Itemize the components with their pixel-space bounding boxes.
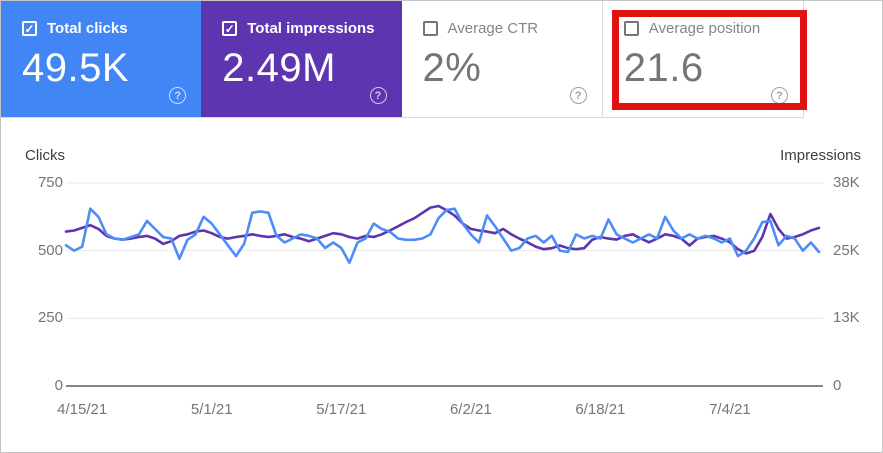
left-axis-tick-label: 500 (37, 241, 63, 259)
card-label: Total clicks (47, 20, 128, 37)
card-header: Average position (623, 20, 803, 37)
checkbox-average-ctr[interactable] (422, 21, 438, 36)
checkbox-average-position[interactable] (623, 21, 639, 36)
metric-card-average-position[interactable]: Average position 21.6 ? (601, 1, 803, 117)
help-icon[interactable]: ? (369, 87, 387, 104)
x-axis-date-label: 6/2/21 (449, 401, 492, 418)
x-axis-date-label: 6/18/21 (575, 401, 626, 418)
impressions-line (64, 204, 821, 255)
average-position-value: 21.6 (623, 46, 704, 90)
checkbox-total-clicks[interactable]: ✓ (22, 21, 37, 36)
card-header: Average CTR (422, 20, 602, 37)
right-axis-tick-label: 25K (833, 241, 860, 259)
performance-chart-area: Clicks Impressions 0 0 250 13K 500 25K 750 38K 4… (1, 118, 882, 452)
help-icon[interactable]: ? (569, 87, 587, 104)
metric-cards-row: ✓ Total clicks 49.5K ? ✓ Total impressio… (1, 1, 804, 118)
x-axis-date-label: 4/15/21 (57, 401, 108, 418)
metric-card-total-clicks[interactable]: ✓ Total clicks 49.5K ? (1, 1, 202, 117)
x-axis-date-label: 7/4/21 (709, 401, 751, 418)
card-label: Average position (648, 20, 761, 37)
left-axis-tick-label: 750 (37, 174, 63, 191)
metric-card-total-impressions[interactable]: ✓ Total impressions 2.49M ? (201, 1, 402, 117)
x-axis-date-label: 5/1/21 (190, 401, 233, 418)
clicks-line (64, 207, 821, 265)
left-axis-tick-label: 0 (54, 377, 63, 394)
average-ctr-value: 2% (422, 46, 482, 90)
metric-card-average-ctr[interactable]: Average CTR 2% ? (401, 1, 602, 117)
help-icon[interactable]: ? (169, 87, 187, 104)
right-axis-tick-label: 38K (833, 174, 860, 191)
right-axis-title: Impressions (780, 147, 861, 164)
right-axis-tick-label: 13K (833, 309, 860, 327)
performance-line-chart (64, 182, 823, 387)
total-impressions-value: 2.49M (222, 46, 336, 90)
card-header: ✓ Total impressions (222, 20, 401, 37)
card-label: Total impressions (247, 20, 375, 37)
left-axis-tick-label: 250 (37, 309, 63, 327)
x-axis-date-label: 5/17/21 (316, 401, 367, 418)
card-label: Average CTR (447, 20, 539, 37)
right-axis-tick-label: 0 (833, 377, 842, 394)
left-axis-title: Clicks (25, 147, 65, 164)
checkbox-total-impressions[interactable]: ✓ (222, 21, 238, 36)
card-header: ✓ Total clicks (22, 20, 201, 37)
help-icon[interactable]: ? (771, 87, 788, 104)
total-clicks-value: 49.5K (22, 46, 130, 90)
